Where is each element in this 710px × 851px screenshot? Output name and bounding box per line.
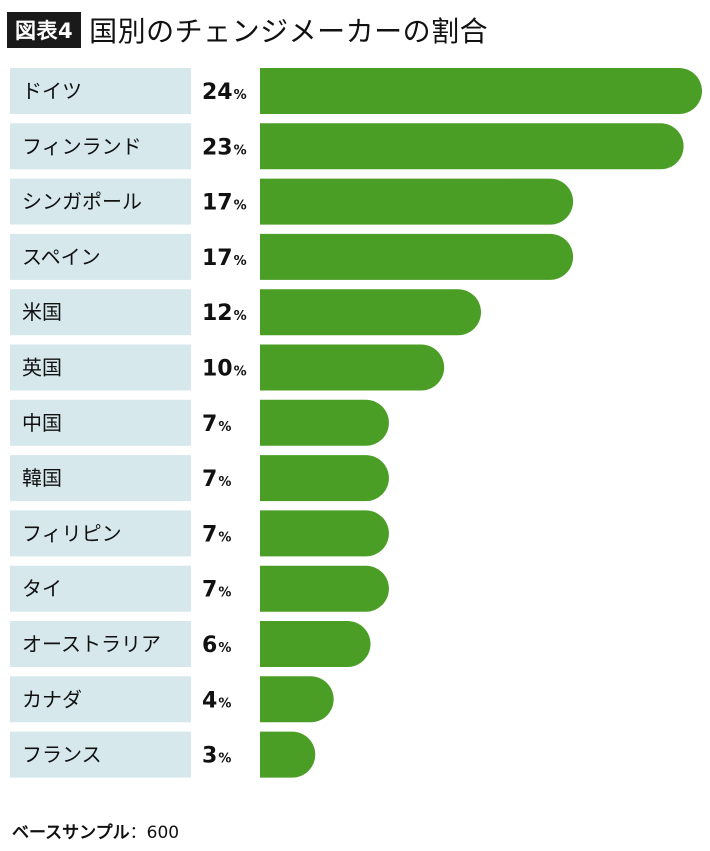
category-label-bg: [10, 289, 191, 336]
value-label: 24%: [202, 80, 247, 105]
value-label: 7%: [202, 522, 231, 547]
bar: [260, 731, 316, 778]
category-label: 韓国: [22, 466, 62, 490]
bar: [260, 123, 684, 170]
category-label: 英国: [22, 356, 62, 380]
category-label-bg: [10, 123, 191, 170]
bar: [260, 676, 334, 723]
value-label: 23%: [202, 135, 247, 160]
bar-row: 韓国 7%: [10, 455, 389, 502]
category-label-bg: [10, 621, 191, 667]
category-label-bg: [10, 178, 191, 225]
sample-size-note: ベースサンプル：600: [12, 818, 179, 843]
category-label-bg: [10, 68, 191, 114]
bar: [260, 178, 574, 225]
value-label: 7%: [202, 412, 231, 437]
chart-title: 国別のチェンジメーカーの割合: [89, 15, 489, 48]
bar-row: 米国 12%: [10, 289, 481, 336]
bar-row: スペイン 17%: [10, 233, 574, 280]
category-label: シンガポール: [22, 190, 142, 214]
category-label: カナダ: [22, 687, 82, 711]
figure-badge: 図表4: [7, 12, 82, 48]
sample-size-label: ベースサンプル: [12, 823, 130, 843]
category-label: フィンランド: [22, 134, 142, 158]
bar: [260, 233, 574, 280]
value-label: 7%: [202, 467, 231, 492]
chart-header: 図表4 国別のチェンジメーカーの割合: [7, 10, 488, 50]
bar-row: タイ 7%: [10, 565, 389, 612]
bar-row: フィンランド 23%: [10, 123, 684, 170]
bar-row: オーストラリア 6%: [10, 621, 371, 667]
bar-row: フィリピン 7%: [10, 510, 389, 557]
value-label: 12%: [202, 301, 247, 326]
category-label: フランス: [22, 743, 102, 767]
category-label-bg: [10, 510, 191, 557]
bar-chart: ドイツ 24% フィンランド 23% シンガポール 17% スペイン 17% 米国 12% 英国 10…: [10, 68, 702, 778]
bar: [260, 621, 371, 667]
category-label-bg: [10, 233, 191, 280]
bar-row: 中国 7%: [10, 399, 389, 446]
value-label: 17%: [202, 246, 247, 271]
category-label: 中国: [22, 411, 62, 435]
category-label-bg: [10, 455, 191, 502]
value-label: 3%: [202, 744, 231, 769]
value-label: 10%: [202, 357, 247, 382]
category-label-bg: [10, 565, 191, 612]
category-label-bg: [10, 399, 191, 446]
category-label: ドイツ: [22, 79, 82, 103]
bar-row: フランス 3%: [10, 731, 316, 778]
bar: [260, 455, 389, 502]
value-label: 7%: [202, 578, 231, 603]
bar-row: ドイツ 24%: [10, 68, 702, 114]
bar-row: シンガポール 17%: [10, 178, 574, 225]
bar: [260, 68, 702, 114]
bar: [260, 510, 389, 557]
category-label-bg: [10, 344, 191, 391]
category-label: スペイン: [22, 245, 101, 269]
category-label: 米国: [22, 300, 62, 324]
value-label: 6%: [202, 633, 231, 658]
category-label-bg: [10, 731, 191, 778]
bar-row: 英国 10%: [10, 344, 445, 391]
category-label-bg: [10, 676, 191, 723]
bar: [260, 344, 445, 391]
bar: [260, 565, 389, 612]
bar-row: カナダ 4%: [10, 676, 334, 723]
bar: [260, 399, 389, 446]
value-label: 17%: [202, 191, 247, 216]
bar: [260, 289, 481, 336]
category-label: タイ: [22, 577, 62, 601]
value-label: 4%: [202, 688, 231, 713]
sample-size-value: ：600: [129, 823, 180, 843]
category-label: オーストラリア: [22, 632, 161, 656]
category-label: フィリピン: [22, 521, 122, 545]
